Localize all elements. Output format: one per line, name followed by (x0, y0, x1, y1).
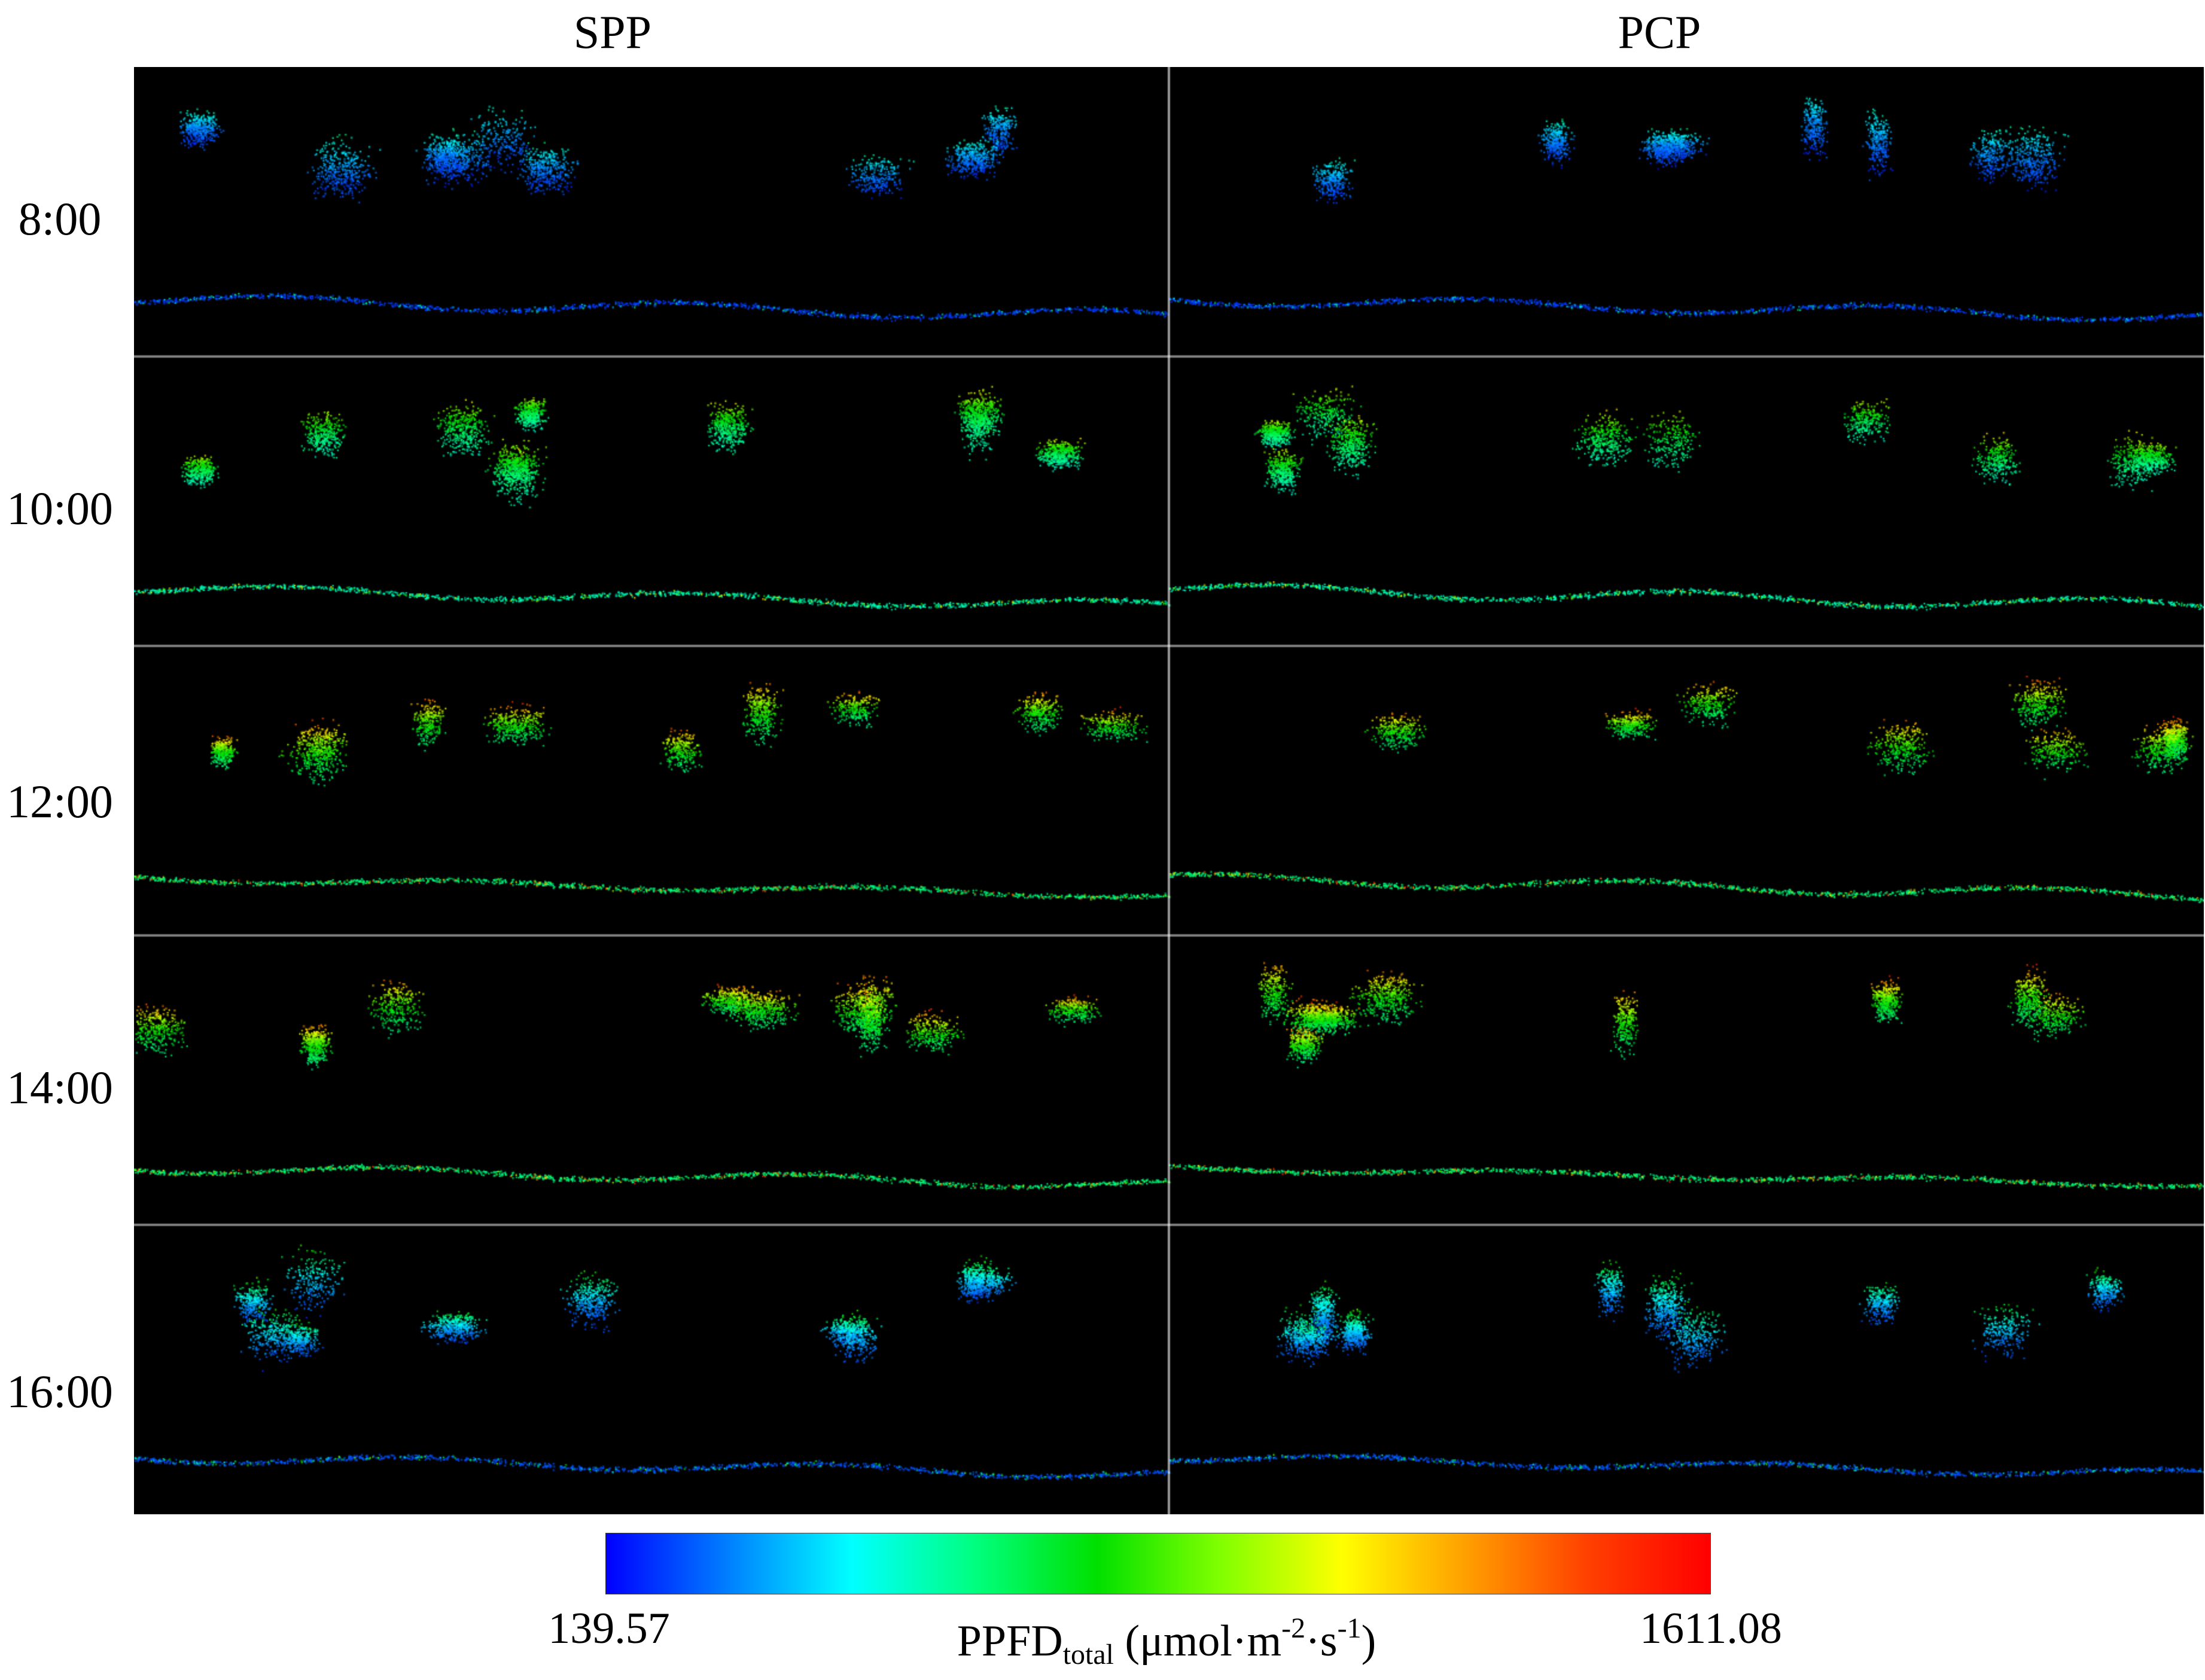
colorbar-exponent-m: -2 (1281, 1612, 1306, 1644)
colorbar-unit-mid: ·s (1305, 1617, 1338, 1666)
colorbar-quantity-subscript: total (1062, 1639, 1114, 1670)
colorbar-min-label: 139.57 (548, 1604, 670, 1653)
row-label-0800: 8:00 (18, 193, 102, 245)
column-title-pcp: PCP (1618, 6, 1701, 58)
colorbar-max-label: 1611.08 (1640, 1604, 1782, 1653)
colorbar (605, 1533, 1711, 1594)
colorbar-title: PPFDtotal (μmol·m-2·s-1) (933, 1603, 1400, 1670)
row-label-1000: 10:00 (7, 482, 113, 534)
colorbar-exponent-s: -1 (1337, 1612, 1362, 1644)
colorbar-unit-open: (μmol·m (1114, 1617, 1282, 1666)
row-label-1200: 12:00 (7, 775, 113, 827)
colorbar-quantity: PPFD (957, 1617, 1063, 1666)
colorbar-unit-close: ) (1361, 1617, 1376, 1666)
column-title-spp: SPP (573, 6, 652, 58)
row-label-1400: 14:00 (7, 1061, 113, 1113)
point-cloud-canvas (134, 67, 2204, 1514)
row-label-1600: 16:00 (7, 1365, 113, 1417)
point-cloud-panel-grid (134, 67, 2204, 1514)
